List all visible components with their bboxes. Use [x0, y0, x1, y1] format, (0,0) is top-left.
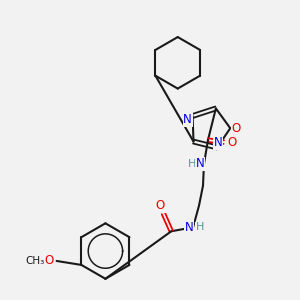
Text: O: O [44, 254, 53, 268]
Text: O: O [227, 136, 236, 148]
Text: N: N [185, 221, 194, 234]
Text: O: O [232, 122, 241, 135]
Text: H: H [188, 159, 196, 169]
Text: N: N [183, 113, 192, 126]
Text: H: H [196, 222, 204, 232]
Text: O: O [156, 199, 165, 212]
Text: CH₃: CH₃ [25, 256, 44, 266]
Text: N: N [214, 136, 223, 149]
Text: N: N [196, 158, 204, 170]
